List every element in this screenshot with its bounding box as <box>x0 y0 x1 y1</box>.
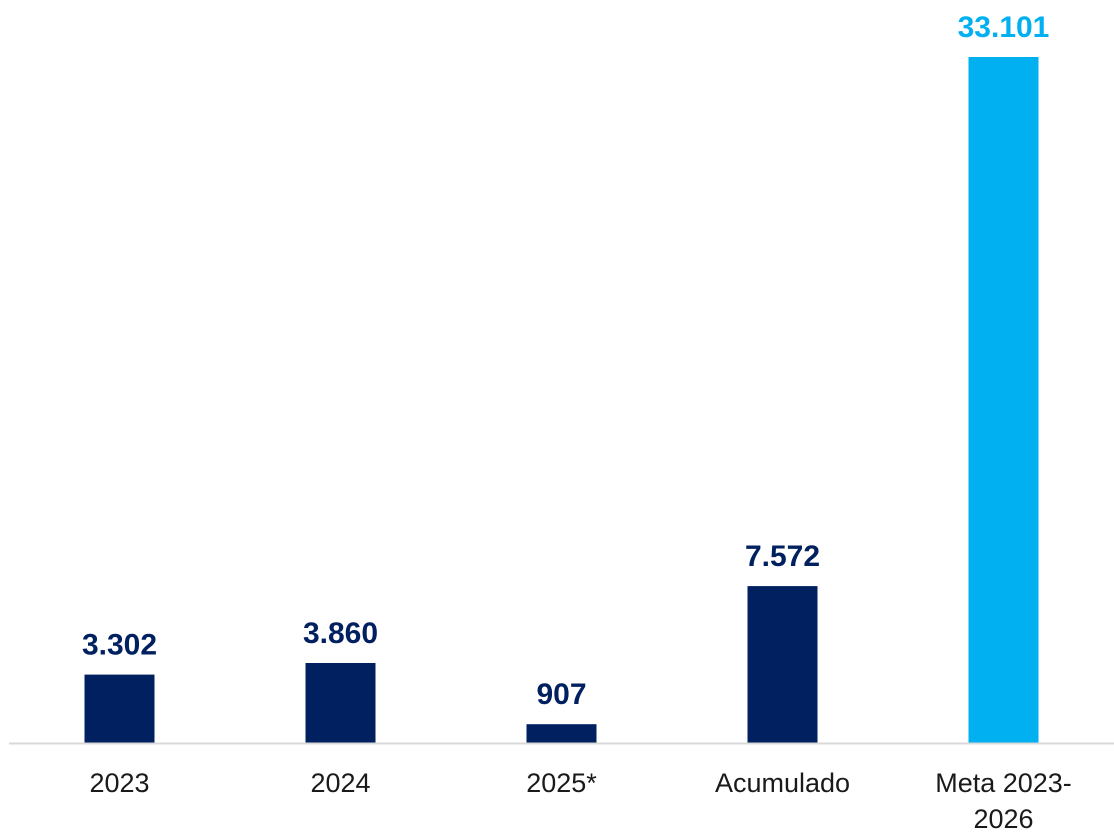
labels-layer: 3.302 2023 3.860 2024 907 2025* 7.572 Acumulado… <box>82 11 1072 833</box>
category-label-4: Meta 2023- 2026 <box>935 768 1072 833</box>
value-label-3: 7.572 <box>745 540 820 573</box>
category-label-3: Acumulado <box>715 768 850 798</box>
bar-3 <box>747 586 818 743</box>
bar-1 <box>305 663 376 743</box>
category-label-2: 2025* <box>526 768 597 798</box>
value-label-4: 33.101 <box>958 11 1050 44</box>
bar-4 <box>968 57 1039 743</box>
category-label-1: 2024 <box>310 768 370 798</box>
category-label-4-line-0: Meta 2023- <box>935 768 1072 798</box>
value-label-1: 3.860 <box>303 617 378 650</box>
bar-2 <box>526 724 597 743</box>
bars-layer <box>84 57 1039 743</box>
category-label-1-line-0: 2024 <box>310 768 370 798</box>
category-label-0-line-0: 2023 <box>89 768 149 798</box>
bar-0 <box>84 674 155 743</box>
value-label-0: 3.302 <box>82 629 157 662</box>
value-label-2: 907 <box>536 678 586 711</box>
category-label-0: 2023 <box>89 768 149 798</box>
category-label-2-line-0: 2025* <box>526 768 597 798</box>
category-label-3-line-0: Acumulado <box>715 768 850 798</box>
category-label-4-line-1: 2026 <box>973 804 1033 833</box>
